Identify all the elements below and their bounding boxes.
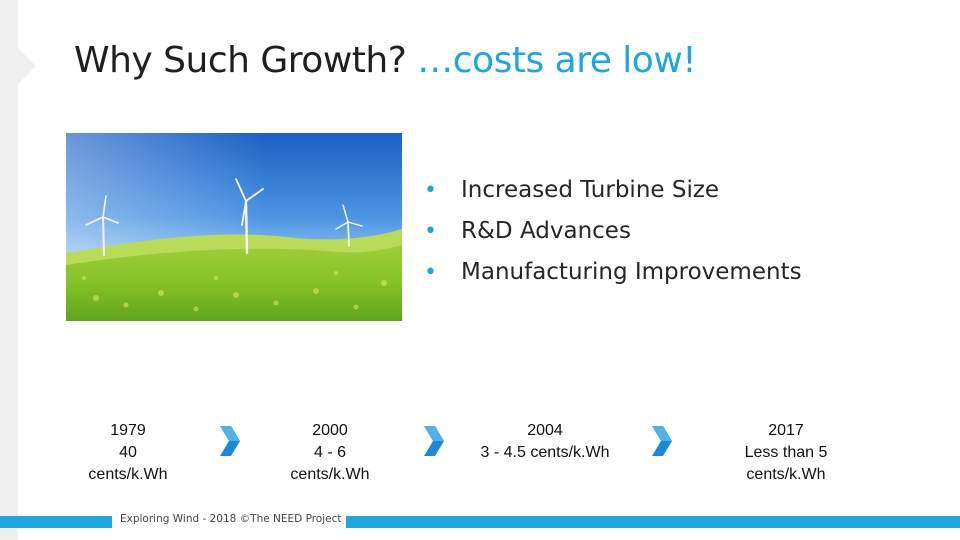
timeline-unit: cents/k.Wh: [88, 466, 168, 483]
timeline-cost: 4 - 6: [313, 444, 346, 461]
bullet-item: • Manufacturing Improvements: [424, 252, 802, 293]
timeline-item-2004: 2004 3 - 4.5 cents/k.Wh: [455, 420, 635, 464]
bullet-list: • Increased Turbine Size • R&D Advances • M…: [424, 170, 802, 293]
bullet-dot-icon: •: [424, 219, 437, 244]
chevron-right-icon: [652, 426, 672, 456]
title-accent: …costs are low!: [417, 40, 697, 81]
timeline-year: 1979: [110, 422, 146, 439]
bullet-text: Increased Turbine Size: [461, 177, 720, 203]
wind-turbines-photo: [66, 133, 402, 321]
timeline-year: 2017: [768, 422, 804, 439]
timeline-cost: 3 - 4.5 cents/k.Wh: [480, 444, 610, 461]
footer-bar-left: [0, 516, 112, 528]
timeline-year: 2004: [527, 422, 563, 439]
timeline-unit: cents/k.Wh: [290, 466, 370, 483]
chevron-right-icon: [220, 426, 240, 456]
slide-title: Why Such Growth? …costs are low!: [74, 40, 697, 81]
bullet-dot-icon: •: [424, 178, 437, 203]
timeline-item-1979: 1979 40 cents/k.Wh: [68, 420, 188, 486]
bullet-item: • Increased Turbine Size: [424, 170, 802, 211]
title-notch-shape: [18, 48, 36, 84]
timeline-item-2017: 2017 Less than 5 cents/k.Wh: [716, 420, 856, 486]
bullet-dot-icon: •: [424, 260, 437, 285]
timeline-unit: cents/k.Wh: [746, 466, 826, 483]
footer-credit: Exploring Wind - 2018 ©The NEED Project: [120, 513, 342, 525]
bullet-item: • R&D Advances: [424, 211, 802, 252]
bullet-text: R&D Advances: [461, 218, 631, 244]
footer-bar-right: [346, 516, 960, 528]
left-edge-strip: [0, 0, 18, 540]
chevron-right-icon: [424, 426, 444, 456]
title-main: Why Such Growth?: [74, 40, 418, 81]
timeline-item-2000: 2000 4 - 6 cents/k.Wh: [270, 420, 390, 486]
timeline-cost: 40: [119, 444, 137, 461]
bullet-text: Manufacturing Improvements: [461, 259, 802, 285]
timeline-cost: Less than 5: [744, 444, 828, 461]
timeline-year: 2000: [312, 422, 348, 439]
